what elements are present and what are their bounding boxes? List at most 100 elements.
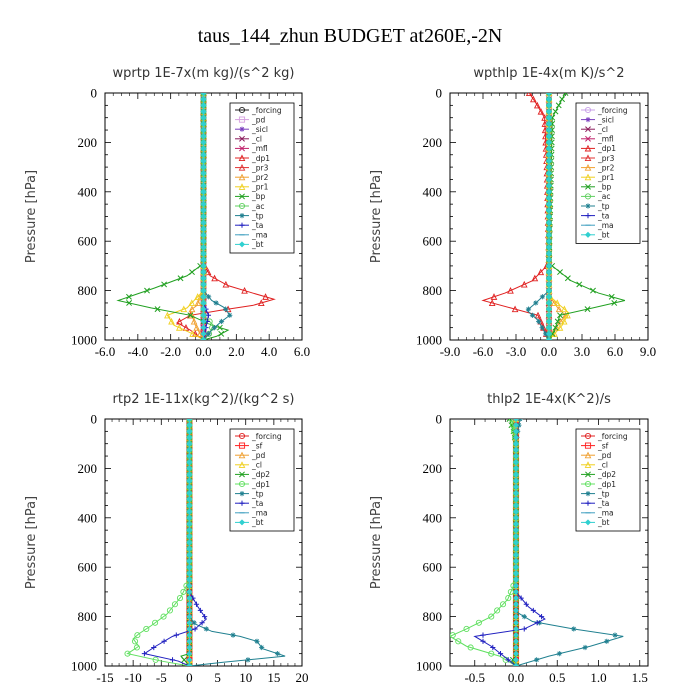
legend-entry: _ma <box>251 231 268 240</box>
legend-entry: _dp1 <box>251 480 270 489</box>
series-pr1-point <box>164 311 171 319</box>
legend-entry: _sf <box>251 441 263 450</box>
series-bt-point <box>200 170 207 177</box>
series-bp-point <box>557 312 563 319</box>
series-tp-point <box>582 644 588 651</box>
series-bt-point <box>186 545 193 552</box>
series-tp-point <box>227 312 233 318</box>
legend-entry: _bt <box>597 231 610 240</box>
series-ta-point <box>480 632 486 638</box>
series-bt-point <box>200 102 207 109</box>
series-ta-point <box>538 614 545 620</box>
series-bp-point <box>144 287 150 294</box>
legend-marker <box>585 500 591 506</box>
series-bt-point <box>186 434 193 441</box>
series-tp-point <box>206 294 212 300</box>
series-bt-point <box>512 613 520 620</box>
series-bt-point <box>200 145 207 152</box>
legend-marker <box>585 135 591 142</box>
series-bt-point <box>186 459 193 466</box>
x-tick-label: -10 <box>124 670 141 685</box>
legend-marker <box>239 491 245 497</box>
panel-title: thlp2 1E-4x(K^2)/s <box>487 392 611 407</box>
series-dp1-point <box>488 650 495 657</box>
series-bp-point <box>177 275 184 282</box>
series-bt-point <box>512 496 520 503</box>
series-bt-point <box>186 638 193 645</box>
series-ta-point <box>480 638 486 644</box>
legend-marker <box>585 117 591 123</box>
x-tick-label: -6.0 <box>473 344 494 359</box>
series-bt-point <box>545 219 553 226</box>
series-bt-point <box>186 533 193 540</box>
legend-entry: _pr1 <box>251 183 269 192</box>
series-tp-point <box>525 306 532 312</box>
series-bt-point <box>512 607 520 614</box>
series-bt-point <box>545 250 553 257</box>
series-bt-point <box>200 287 207 294</box>
y-tick-label: 200 <box>78 461 98 476</box>
legend-entry: _pd <box>251 451 266 460</box>
series-bt-point <box>200 201 207 208</box>
figure-title: taus_144_zhun BUDGET at260E,-2N <box>198 25 503 47</box>
legend-marker <box>584 480 592 488</box>
series-bt-point <box>186 588 193 595</box>
series-ta-point <box>151 644 157 651</box>
series-tp-point <box>604 638 610 644</box>
panel-1: wprtp 1E-7x(m kg)/(s^2 kg) Pressure [hPa]… <box>24 66 310 359</box>
series-dp1-point <box>529 95 537 103</box>
x-tick-label: -0.5 <box>464 670 485 685</box>
panel-title: rtp2 1E-11x(kg^2)/(kg^2 s) <box>113 392 295 407</box>
series-bt-point <box>200 93 207 97</box>
series-bt-point <box>200 194 207 201</box>
series-ta-point <box>173 632 179 638</box>
series-bt-point <box>512 558 520 565</box>
series-dp1-point <box>262 293 269 300</box>
y-axis-label: Pressure [hPa] <box>24 170 39 263</box>
legend-marker <box>238 241 246 248</box>
series-bt-point <box>512 502 520 509</box>
series-dp1-point <box>241 286 248 294</box>
legend-marker <box>239 500 245 506</box>
series-bt-point <box>545 108 553 115</box>
series-dp1-point <box>511 305 519 313</box>
series-ta-point <box>202 614 208 620</box>
legend-marker <box>238 173 246 181</box>
y-tick-label: 1000 <box>71 333 97 348</box>
series-pr1-point <box>560 317 568 325</box>
series-bt-point <box>200 96 207 103</box>
series-bt-point <box>512 428 520 435</box>
series-bt-point <box>545 151 553 158</box>
series-ta-point <box>497 651 504 657</box>
series-tp-point <box>534 657 540 663</box>
legend-marker <box>239 135 245 142</box>
series-bt-point <box>200 114 207 121</box>
series-tp-point <box>245 657 251 663</box>
series-dp1-point <box>488 299 496 306</box>
series-bp-point <box>559 96 566 103</box>
series-dp1-point <box>520 280 528 288</box>
legend-marker <box>239 471 245 478</box>
panel-2: wpthlp 1E-4x(m K)/s^2 Pressure [hPa] 0 200 4… <box>369 66 656 359</box>
series-pr2-point <box>190 317 198 325</box>
series-bt-point <box>200 164 207 171</box>
legend-entry: _bt <box>251 518 264 527</box>
series-bt-point <box>186 619 193 626</box>
series-bt-point <box>200 188 207 195</box>
series-bt-point <box>545 287 553 294</box>
x-tick-label: 2.0 <box>228 344 244 359</box>
y-axis-label: Pressure [hPa] <box>369 170 384 263</box>
series-ta-point <box>521 626 527 632</box>
legend-marker <box>585 126 591 133</box>
series-bt-point <box>200 133 207 140</box>
legend-entry: _pr1 <box>597 173 615 182</box>
series-pr1-point <box>189 330 196 337</box>
series-bt-point <box>545 93 553 97</box>
x-tick-label: 4.0 <box>261 344 277 359</box>
legend-entry: _bp <box>597 183 612 192</box>
x-tick-label: 0 <box>186 670 193 685</box>
x-tick-label: 0.0 <box>195 344 211 359</box>
series-bp-point <box>218 330 225 337</box>
series-bt-point <box>512 483 520 490</box>
legend-marker <box>238 183 246 190</box>
